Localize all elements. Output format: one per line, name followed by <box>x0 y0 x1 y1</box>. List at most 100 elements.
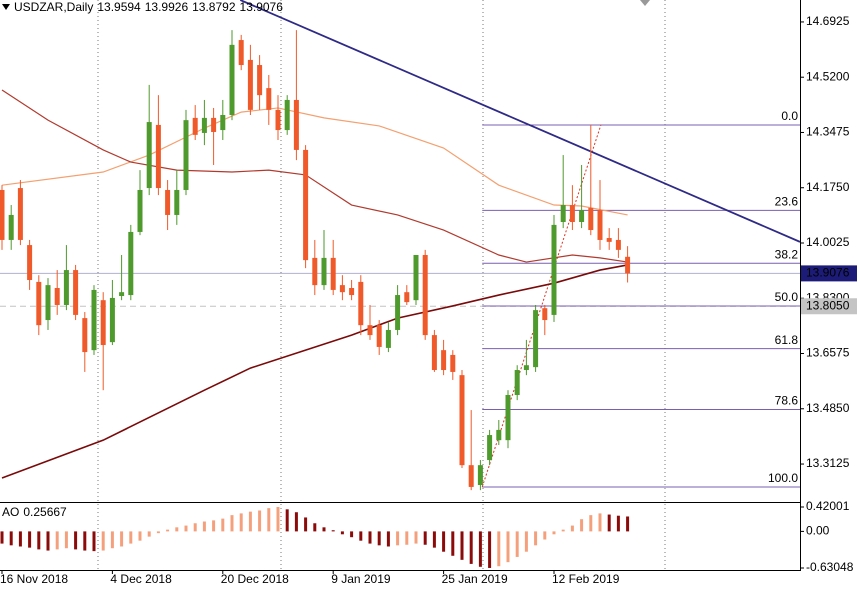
ao-bar <box>184 525 188 532</box>
candle-body <box>284 99 290 131</box>
ao-bar <box>469 531 473 564</box>
candle-body <box>413 255 419 301</box>
ao-bar <box>478 531 482 567</box>
candle-body <box>238 40 244 66</box>
fibo-label: 50.0 <box>775 290 799 304</box>
ao-bar <box>202 521 206 532</box>
candle-body <box>183 120 189 190</box>
ao-bar <box>193 523 197 532</box>
ao-bar <box>377 531 381 546</box>
scroll-marker <box>640 0 650 6</box>
candle-body <box>450 354 456 372</box>
ao-bar <box>46 531 50 551</box>
y2-tick-label: -0.63048 <box>806 560 854 574</box>
ao-bar <box>580 519 584 532</box>
fibo-label: 61.8 <box>775 333 799 347</box>
ao-bar <box>524 531 528 552</box>
ao-bar <box>239 513 243 532</box>
ao-bar <box>626 516 630 532</box>
ao-bar <box>294 512 298 532</box>
candle-body <box>17 188 23 240</box>
candle-body <box>91 289 97 351</box>
ao-bar <box>156 531 160 534</box>
candle-body <box>73 270 79 315</box>
candle-body <box>459 375 465 466</box>
candle-body <box>349 288 355 296</box>
ao-bar <box>101 531 105 551</box>
fibo-label: 78.6 <box>775 394 799 408</box>
candle-body <box>321 257 327 286</box>
y2-tick-label: 0.42001 <box>806 499 850 513</box>
y-tick-label: 14.0025 <box>806 235 850 249</box>
ao-bar <box>506 531 510 563</box>
candle-body <box>477 465 483 486</box>
ao-bar <box>221 518 225 532</box>
ao-bar <box>166 529 170 532</box>
ao-bar <box>534 531 538 546</box>
ao-bar <box>276 507 280 532</box>
ao-bar <box>368 531 372 544</box>
candle-body <box>201 117 207 133</box>
candle-body <box>293 99 299 150</box>
ao-bar <box>350 531 354 538</box>
ao-bar <box>386 531 390 547</box>
ao-bar <box>561 529 565 532</box>
candle-body <box>468 465 474 487</box>
candle-body <box>100 300 106 346</box>
y-tick-label: 13.6575 <box>806 346 850 360</box>
ao-bar <box>405 531 409 545</box>
candle-body <box>119 292 125 297</box>
plot-layer <box>0 0 801 568</box>
ao-bar <box>442 531 446 552</box>
high: 13.9926 <box>145 0 189 14</box>
candle-body <box>569 205 575 223</box>
candle-body <box>109 297 115 343</box>
x-tick-label: 25 Jan 2019 <box>442 572 508 586</box>
candle-body <box>192 117 198 135</box>
ao-bar <box>340 531 344 535</box>
ao-bar <box>285 509 289 532</box>
ao-bar <box>396 531 400 546</box>
candle-body <box>523 365 529 371</box>
price-label-box <box>801 298 857 315</box>
candle-body <box>63 270 69 305</box>
ao-bar <box>552 531 556 535</box>
price-label-box <box>801 265 857 282</box>
close: 13.9076 <box>240 0 284 14</box>
candle-body <box>174 189 180 215</box>
candle-body <box>588 207 594 231</box>
candle-body <box>45 285 51 321</box>
candle-body <box>36 281 42 326</box>
candle-body <box>54 288 60 305</box>
ao-bar <box>414 531 418 544</box>
candle-body <box>395 295 401 330</box>
ao-bar <box>212 520 216 532</box>
trendline <box>239 0 801 243</box>
fibo-label: 100.0 <box>768 471 798 485</box>
candle-body <box>505 395 511 441</box>
candle-body <box>165 189 171 215</box>
ao-bar <box>515 531 519 557</box>
candle-body <box>0 189 5 240</box>
ao-bar <box>175 527 179 532</box>
candle-body <box>615 239 621 250</box>
candle-body <box>514 370 520 396</box>
x-tick-label: 20 Dec 2018 <box>221 572 289 586</box>
candle-body <box>422 255 428 336</box>
ao-bar <box>28 531 32 548</box>
candle-body <box>266 88 272 110</box>
candle-body <box>376 325 382 347</box>
moving-average <box>1 264 628 479</box>
ao-bar <box>248 511 252 532</box>
menu-icon[interactable] <box>2 4 10 10</box>
ao-bar <box>331 530 335 532</box>
x-tick-label: 4 Dec 2018 <box>110 572 172 586</box>
ao-bar <box>451 531 455 556</box>
indicator-value: 0.25667 <box>23 505 67 519</box>
candle-body <box>128 231 134 296</box>
y-tick-label: 13.4850 <box>806 401 850 415</box>
candle-body <box>330 257 336 290</box>
ao-bar <box>359 531 363 541</box>
ao-bar <box>83 531 87 551</box>
